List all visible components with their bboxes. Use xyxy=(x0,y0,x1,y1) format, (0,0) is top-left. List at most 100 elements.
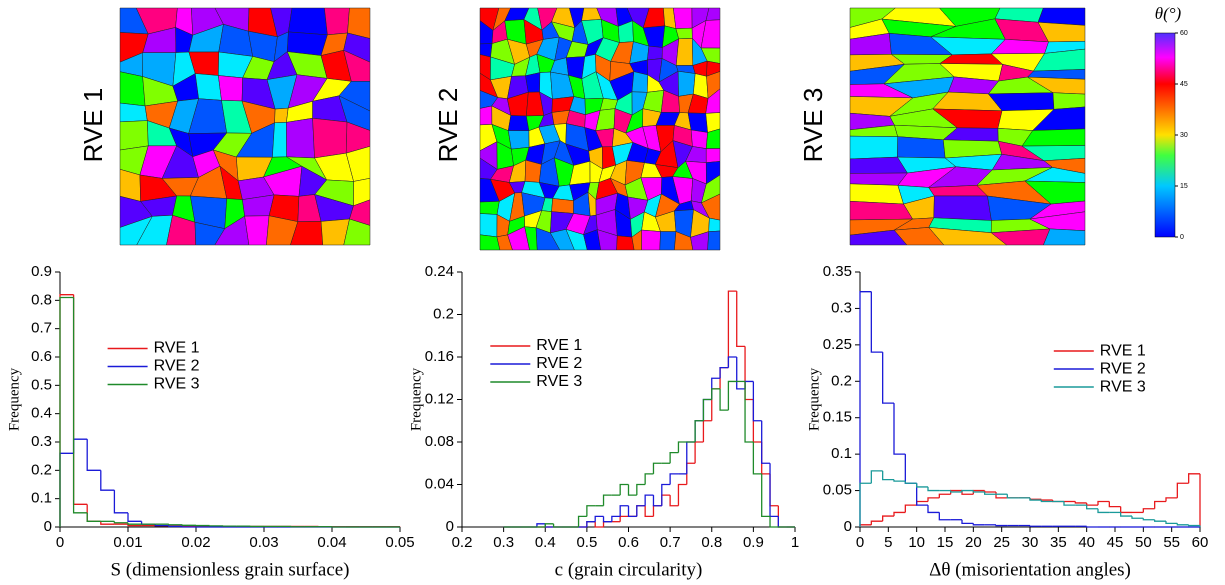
y-tick-label: 0.1 xyxy=(31,490,52,507)
histogram-step xyxy=(972,490,985,493)
histogram-step xyxy=(1188,473,1200,484)
histogram-step xyxy=(1142,518,1155,521)
y-axis-label: Frequency xyxy=(6,367,22,431)
colorbar xyxy=(1154,32,1176,238)
microstructure-image xyxy=(479,7,721,251)
grain xyxy=(690,129,708,149)
histogram-step xyxy=(619,505,629,517)
histogram-step xyxy=(602,516,612,523)
histogram-step xyxy=(904,454,917,484)
y-tick-label: 0.12 xyxy=(425,390,454,407)
grain xyxy=(324,7,350,36)
histogram-step xyxy=(686,462,696,485)
colorbar-tick-label: 15 xyxy=(1180,183,1188,190)
histogram-step xyxy=(702,420,712,442)
histogram-step xyxy=(100,521,115,525)
histogram-step xyxy=(938,493,951,498)
histogram-step xyxy=(950,490,962,493)
histogram-step xyxy=(761,473,771,518)
x-axis-label: S (dimensionless grain surface) xyxy=(110,559,349,580)
y-tick-label: 0.05 xyxy=(823,482,852,499)
grain xyxy=(274,107,289,124)
histogram-step xyxy=(1131,516,1144,519)
histogram-step xyxy=(113,521,128,524)
histogram-step xyxy=(636,505,646,517)
legend-label: RVE 2 xyxy=(154,358,200,375)
grain xyxy=(707,230,721,251)
histogram-step xyxy=(694,420,704,442)
grain xyxy=(479,213,498,238)
histogram-step xyxy=(586,521,596,527)
x-tick-label: 5 xyxy=(884,534,892,551)
histogram-step xyxy=(86,439,101,471)
histogram-step xyxy=(100,470,115,491)
histogram-step xyxy=(181,524,196,526)
x-tick-label: 0.2 xyxy=(452,534,473,551)
histogram-step xyxy=(1063,501,1076,506)
x-tick-label: 10 xyxy=(908,534,925,551)
histogram-step xyxy=(652,462,662,474)
histogram-step xyxy=(1165,497,1178,502)
histogram-step xyxy=(961,489,974,493)
y-tick-label: 0.7 xyxy=(31,320,52,337)
histogram-step xyxy=(602,521,612,527)
histogram-step xyxy=(870,291,883,353)
histogram-step xyxy=(577,515,587,527)
histogram-step xyxy=(904,481,917,484)
histogram-step xyxy=(727,356,737,368)
histogram-step xyxy=(181,526,196,528)
histogram-step xyxy=(1097,500,1110,506)
x-tick-label: 30 xyxy=(1022,534,1039,551)
histogram-step xyxy=(1040,499,1053,501)
y-tick-label: 0.6 xyxy=(31,348,52,365)
histogram-step xyxy=(736,357,746,390)
histogram-step xyxy=(113,490,128,514)
grain xyxy=(849,135,898,160)
grain xyxy=(708,217,721,232)
histogram-step xyxy=(702,398,712,421)
histogram-step xyxy=(677,441,687,453)
x-tick-label: 35 xyxy=(1050,534,1067,551)
legend-label: RVE 1 xyxy=(154,340,200,357)
y-tick-label: 0.3 xyxy=(31,433,52,450)
grain xyxy=(673,7,693,29)
histogram-step xyxy=(694,441,704,464)
y-tick-label: 0 xyxy=(446,518,454,535)
histogram-step xyxy=(619,515,629,522)
y-tick-label: 0.25 xyxy=(823,336,852,353)
x-tick-label: 0.9 xyxy=(743,534,764,551)
x-tick-label: 0.8 xyxy=(701,534,722,551)
histogram-step xyxy=(752,381,762,422)
histogram-step xyxy=(893,403,906,455)
histogram-step xyxy=(927,505,940,514)
grain xyxy=(659,231,677,251)
grain xyxy=(479,105,493,126)
x-axis-label: c (grain circularity) xyxy=(555,559,703,580)
grain xyxy=(194,73,222,101)
y-axis-label: Frequency xyxy=(408,367,424,431)
histogram-step xyxy=(652,505,662,517)
histogram-step xyxy=(168,525,183,528)
grain xyxy=(897,136,946,159)
x-tick-label: 0.5 xyxy=(576,534,597,551)
legend-label: RVE 3 xyxy=(154,376,200,393)
histogram-step xyxy=(1086,505,1098,510)
y-tick-label: 0.04 xyxy=(425,475,454,492)
histogram-step xyxy=(870,520,883,525)
legend-label: RVE 2 xyxy=(1100,360,1146,377)
histogram-step xyxy=(769,473,779,507)
histogram-step xyxy=(636,483,646,496)
x-tick-label: 60 xyxy=(1192,534,1209,551)
histogram-step xyxy=(702,398,712,421)
histogram-step xyxy=(544,523,554,527)
grain xyxy=(647,45,663,61)
histogram-step xyxy=(72,294,88,505)
histogram-step xyxy=(744,346,754,401)
grain xyxy=(272,122,287,158)
histogram-step xyxy=(586,521,596,527)
grain xyxy=(525,72,541,93)
grain xyxy=(288,7,328,36)
histogram-step xyxy=(644,494,654,506)
grain xyxy=(119,120,149,151)
